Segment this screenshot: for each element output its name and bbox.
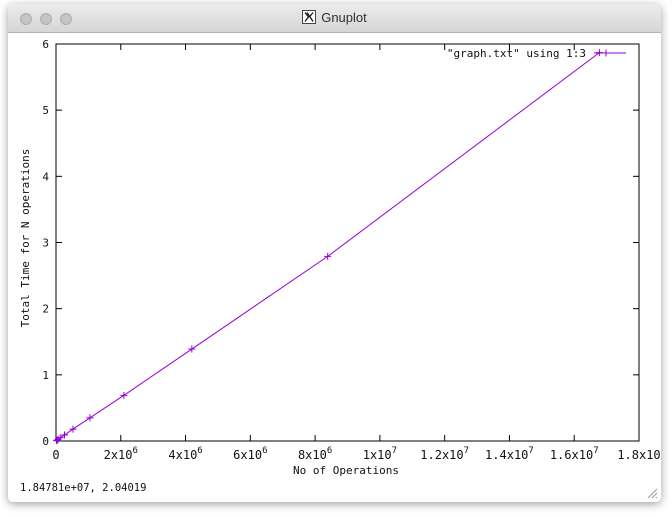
x-axis-label: No of Operations <box>293 464 399 477</box>
plot-area[interactable]: 0 2x106 4x106 6x106 8x106 1x107 1.2x107 1.4x107… <box>8 33 661 479</box>
x-tick-label: 1.4x107 <box>485 446 534 462</box>
x-tick-label: 0 <box>52 448 59 462</box>
data-point-marker <box>120 391 128 399</box>
x-tick-label: 2x106 <box>104 446 138 462</box>
data-point-marker <box>86 414 94 422</box>
y-tick-label: 6 <box>42 38 49 51</box>
gnuplot-window: Gnuplot 0 2x106 4x106 6x106 8x106 1x107 1.2x10… <box>8 4 661 502</box>
data-point-marker <box>56 434 64 442</box>
series-line <box>56 52 600 442</box>
legend-marker <box>602 49 610 57</box>
x-tick-label: 6x106 <box>233 446 267 462</box>
x-tick-label: 1.2x107 <box>420 446 469 462</box>
window-title: Gnuplot <box>321 10 367 25</box>
minimize-button[interactable] <box>40 13 52 25</box>
resize-grip-icon[interactable] <box>646 487 658 499</box>
data-point-marker <box>324 252 332 260</box>
y-tick-label: 2 <box>42 303 49 316</box>
y-tick-label: 4 <box>42 170 49 183</box>
x-tick-label: 4x106 <box>168 446 202 462</box>
status-bar-coordinates: 1.84781e+07, 2.04019 <box>20 482 147 494</box>
title-bar[interactable]: Gnuplot <box>8 4 661 33</box>
x11-icon <box>302 10 317 24</box>
y-tick-label: 3 <box>42 237 49 250</box>
series-layer <box>53 49 603 445</box>
data-point-marker <box>60 431 68 439</box>
zoom-button[interactable] <box>60 13 72 25</box>
x-axis-ticks: 0 2x106 4x106 6x106 8x106 1x107 1.2x107 1.4x107… <box>52 44 661 462</box>
x-tick-label: 1x107 <box>363 446 397 462</box>
window-title-group: Gnuplot <box>8 10 661 25</box>
y-tick-label: 0 <box>42 435 49 448</box>
y-tick-label: 5 <box>42 104 49 117</box>
legend-label: "graph.txt" using 1:3 <box>447 47 586 60</box>
y-axis-label: Total Time for N operations <box>19 149 32 328</box>
legend: "graph.txt" using 1:3 <box>447 47 626 60</box>
x-tick-label: 1.8x10 <box>617 448 660 462</box>
x-tick-label: 8x106 <box>298 446 332 462</box>
close-button[interactable] <box>20 13 32 25</box>
y-axis-ticks: 0 1 2 3 4 5 6 <box>42 38 639 448</box>
data-point-marker <box>69 425 77 433</box>
data-point-marker <box>188 345 196 353</box>
x-tick-label: 1.6x107 <box>550 446 599 462</box>
y-tick-label: 1 <box>42 369 49 382</box>
